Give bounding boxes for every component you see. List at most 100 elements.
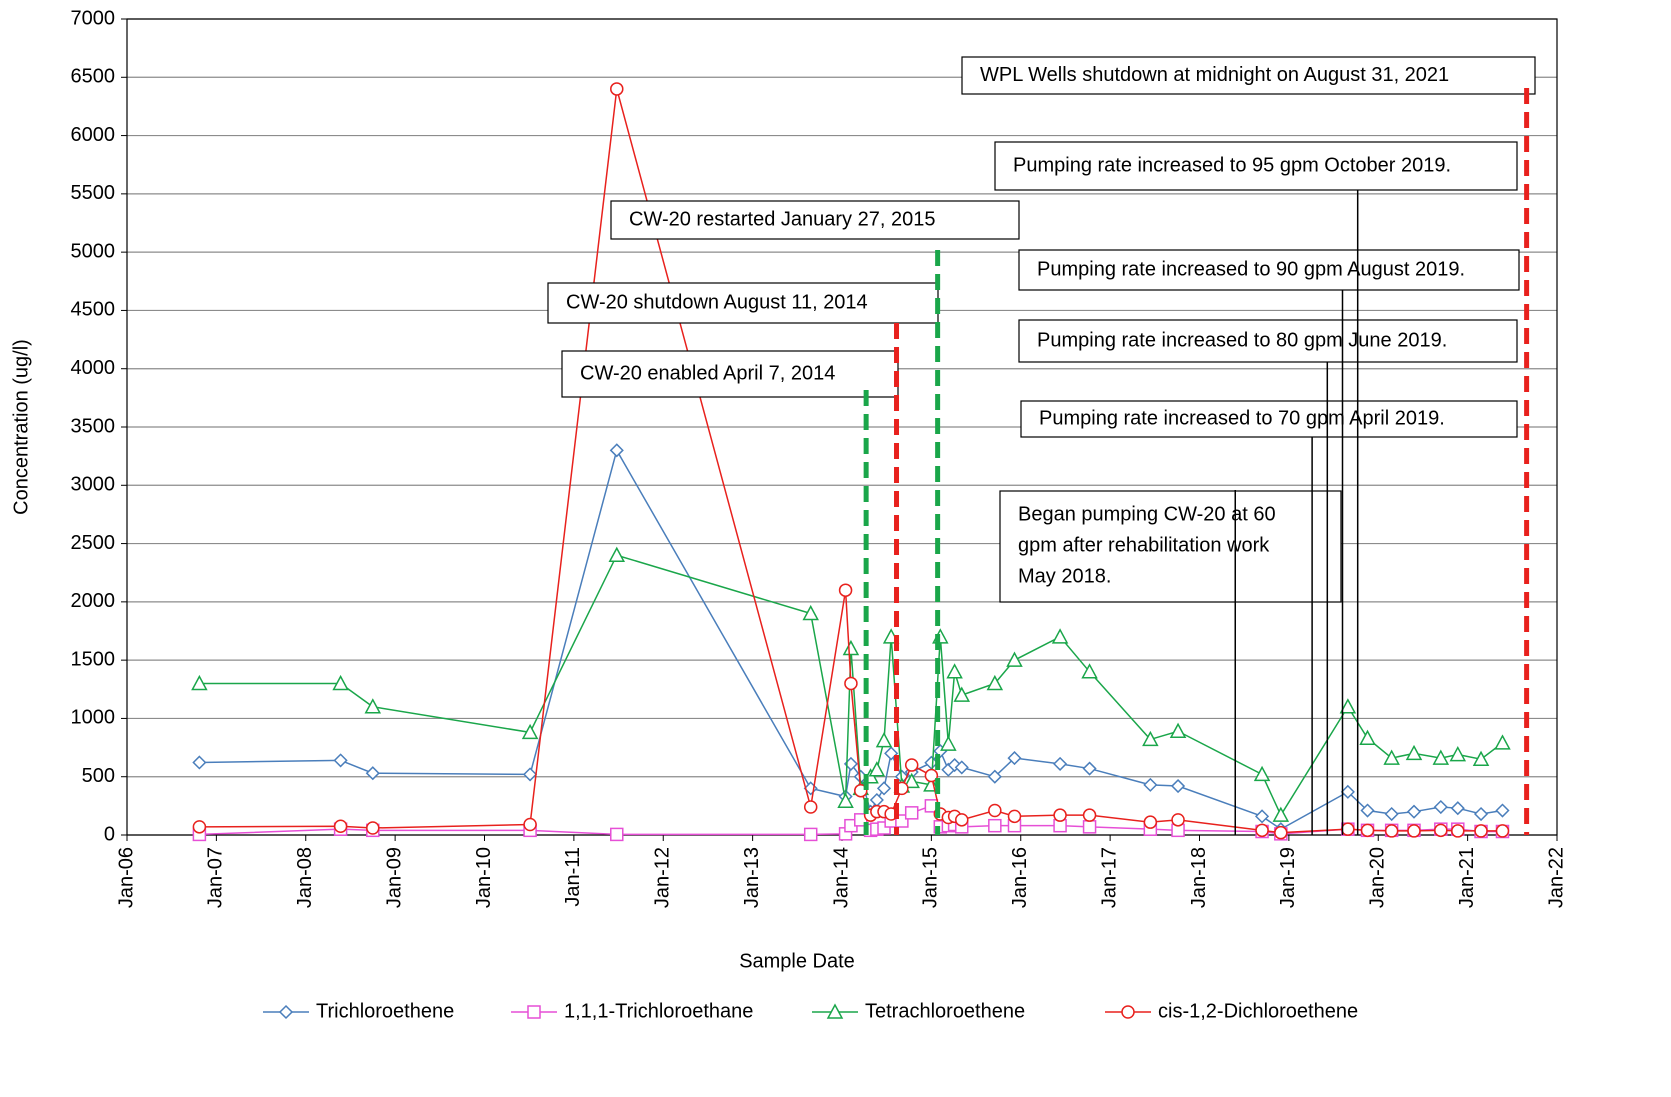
- marker: [986, 674, 1004, 691]
- x-tick-label: Jan-22: [1545, 847, 1567, 908]
- marker: [1405, 744, 1423, 761]
- annotation-text: CW-20 restarted January 27, 2015: [629, 208, 935, 230]
- annotation-text: CW-20 enabled April 7, 2014: [580, 362, 835, 384]
- marker: [1360, 803, 1375, 818]
- marker: [333, 819, 348, 834]
- x-tick-label: Jan-11: [562, 847, 584, 907]
- x-tick-label: Jan-10: [473, 847, 495, 908]
- marker: [365, 766, 380, 781]
- legend-label: cis-1,2-Dichloroethene: [1158, 1000, 1358, 1022]
- x-tick-label: Jan-20: [1367, 847, 1389, 908]
- marker: [1007, 751, 1022, 766]
- legend-label: Trichloroethene: [316, 1000, 454, 1022]
- y-tick-label: 1000: [71, 707, 116, 729]
- marker: [1171, 813, 1185, 827]
- marker: [366, 821, 380, 835]
- y-tick-label: 1500: [71, 648, 116, 670]
- y-tick-label: 500: [82, 765, 115, 787]
- marker: [1253, 765, 1271, 782]
- marker: [1082, 808, 1097, 822]
- y-tick-label: 6500: [71, 66, 116, 88]
- annotation-text: Pumping rate increased to 80 gpm June 20…: [1037, 329, 1447, 351]
- x-tick-label: Jan-06: [115, 847, 137, 908]
- marker: [946, 663, 963, 679]
- y-tick-label: 4500: [71, 299, 116, 321]
- marker: [837, 792, 854, 808]
- annotation-box: [961, 56, 1536, 95]
- marker: [988, 803, 1002, 818]
- marker: [1340, 784, 1355, 799]
- marker: [802, 604, 819, 621]
- x-tick-label: Jan-09: [383, 847, 405, 908]
- marker: [1495, 824, 1510, 838]
- marker: [903, 772, 920, 789]
- x-tick-label: Jan-15: [920, 847, 942, 908]
- marker: [924, 768, 939, 783]
- y-tick-label: 3000: [71, 474, 116, 496]
- x-tick-label: Jan-14: [830, 847, 852, 908]
- marker: [1170, 778, 1186, 794]
- marker: [1495, 803, 1510, 818]
- legend-marker: [1121, 1005, 1135, 1019]
- y-tick-label: 5500: [71, 182, 116, 204]
- x-tick-label: Jan-13: [741, 847, 763, 908]
- marker: [875, 731, 893, 748]
- marker: [1341, 822, 1355, 836]
- marker: [1143, 815, 1158, 829]
- annotation-text: Pumping rate increased to 90 gpm August …: [1037, 258, 1465, 280]
- marker: [803, 800, 818, 814]
- marker: [844, 676, 858, 691]
- marker: [1143, 777, 1158, 792]
- x-tick-label: Jan-17: [1098, 847, 1120, 908]
- marker: [1274, 825, 1288, 840]
- marker: [876, 781, 892, 796]
- marker: [608, 546, 626, 562]
- marker: [192, 820, 207, 834]
- marker: [954, 760, 969, 775]
- annotation-box: [1018, 319, 1518, 363]
- legend-label: 1,1,1-Trichloroethane: [564, 1000, 753, 1022]
- marker: [1359, 729, 1376, 745]
- marker: [1451, 824, 1465, 838]
- marker: [1053, 756, 1068, 771]
- marker: [803, 827, 818, 842]
- annotation-text: gpm after rehabilitation work: [1018, 534, 1270, 556]
- y-tick-label: 6000: [71, 124, 116, 146]
- marker: [1433, 799, 1448, 815]
- marker: [1432, 749, 1450, 765]
- marker: [610, 827, 624, 842]
- marker: [1053, 808, 1067, 822]
- marker: [1383, 749, 1400, 765]
- annotation-text: CW-20 shutdown August 11, 2014: [566, 291, 868, 313]
- marker: [610, 82, 624, 96]
- marker: [364, 698, 382, 714]
- marker: [1472, 750, 1490, 766]
- marker: [987, 769, 1002, 784]
- y-tick-label: 4000: [71, 357, 116, 379]
- annotation-text: Began pumping CW-20 at 60: [1018, 503, 1276, 525]
- marker: [1384, 824, 1399, 838]
- y-tick-label: 7000: [71, 7, 116, 29]
- marker: [1255, 823, 1269, 838]
- marker: [955, 813, 969, 827]
- legend-marker: [527, 1005, 541, 1019]
- marker: [953, 686, 971, 702]
- legend-marker: [826, 1003, 844, 1019]
- marker: [1474, 824, 1488, 838]
- marker: [1406, 804, 1422, 819]
- marker: [1142, 730, 1159, 747]
- marker: [1082, 761, 1097, 776]
- annotation-box: [547, 282, 939, 324]
- marker: [1494, 734, 1511, 750]
- x-tick-label: Jan-19: [1277, 847, 1299, 908]
- marker: [1339, 698, 1357, 714]
- y-tick-label: 3500: [71, 415, 116, 437]
- annotation-box: [610, 200, 1020, 240]
- marker: [1272, 806, 1290, 822]
- marker: [1407, 824, 1421, 838]
- marker: [842, 639, 860, 656]
- marker: [333, 753, 348, 768]
- marker: [1082, 820, 1097, 834]
- x-tick-label: Jan-18: [1188, 847, 1210, 908]
